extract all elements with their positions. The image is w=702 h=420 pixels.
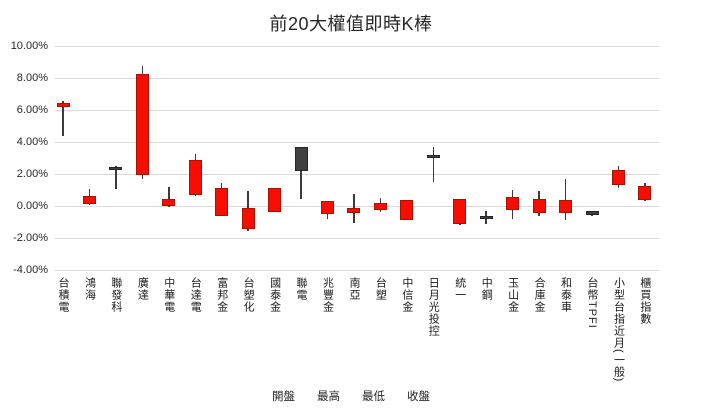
candle-body-台塑 <box>373 203 387 210</box>
gridline <box>55 77 659 79</box>
gridline <box>55 110 659 112</box>
candle-body-台積電 <box>56 103 70 108</box>
x-axis-label-日月光投控: 日月光投控 <box>427 277 440 337</box>
gridline <box>55 45 659 47</box>
candle-wick <box>62 100 64 137</box>
x-axis-label-統一: 統一 <box>453 277 466 301</box>
y-axis-tick-label: 2.00% <box>16 168 48 181</box>
x-axis-label-小型台指近月(一般): 小型台指近月(一般) <box>612 277 625 383</box>
candle-body-櫃買指數 <box>638 185 652 201</box>
x-axis-label-中信金: 中信金 <box>400 277 413 313</box>
gridline <box>55 238 659 240</box>
x-axis-label-和泰車: 和泰車 <box>559 277 572 313</box>
x-axis-label-台幣TPFI: 台幣TPFI <box>586 277 598 329</box>
candle-body-統一 <box>453 198 467 225</box>
gridline <box>55 206 659 208</box>
candle-body-聯電 <box>294 147 308 172</box>
candle-body-富邦金 <box>215 188 229 216</box>
x-axis-label-南亞: 南亞 <box>347 277 360 301</box>
candle-body-聯發科 <box>109 166 123 170</box>
candle-body-玉山金 <box>506 197 520 210</box>
legend-high: 最高 <box>317 391 340 403</box>
y-axis-tick-label: 0.00% <box>16 200 48 213</box>
chart-legend: 開盤 最高 最低 收盤 <box>0 388 702 404</box>
candle-body-鴻海 <box>82 196 96 205</box>
candle-body-合庫金 <box>532 198 546 214</box>
x-axis-label-台積電: 台積電 <box>57 277 69 313</box>
candle-body-兆豐金 <box>321 201 334 214</box>
legend-low: 最低 <box>362 391 385 403</box>
candle-wick <box>564 179 567 220</box>
candle-body-日月光投控 <box>426 154 440 158</box>
candle-body-廣達 <box>135 73 149 175</box>
x-axis-label-聯發科: 聯發科 <box>109 277 122 313</box>
x-axis-label-合庫金: 合庫金 <box>533 277 546 313</box>
x-axis-label-台達電: 台達電 <box>189 277 202 313</box>
gridline <box>55 174 659 176</box>
x-axis-label-台塑化: 台塑化 <box>242 277 255 313</box>
candle-body-中鋼 <box>479 216 493 220</box>
legend-close: 收盤 <box>407 391 430 403</box>
candle-body-南亞 <box>347 208 361 214</box>
candle-body-中華電 <box>162 198 176 206</box>
candle-wick <box>432 146 435 182</box>
candle-body-台塑化 <box>241 208 255 230</box>
candle-body-台幣TPFI <box>585 211 599 215</box>
gridline <box>55 142 659 144</box>
x-axis-label-鴻海: 鴻海 <box>83 277 96 301</box>
x-axis-label-廣達: 廣達 <box>136 277 149 301</box>
x-axis-label-富邦金: 富邦金 <box>215 277 228 313</box>
y-axis-tick-label: 6.00% <box>16 104 48 117</box>
x-axis-label-兆豐金: 兆豐金 <box>321 277 334 313</box>
candle-body-台達電 <box>188 160 202 196</box>
candle-body-小型台指近月(一般) <box>611 169 625 186</box>
x-axis-label-中華電: 中華電 <box>162 277 175 313</box>
y-axis-tick-label: 8.00% <box>16 71 48 84</box>
candle-body-國泰金 <box>268 188 282 213</box>
x-axis-label-國泰金: 國泰金 <box>268 277 281 313</box>
y-axis-tick-label: -2.00% <box>13 232 48 245</box>
x-axis-label-玉山金: 玉山金 <box>506 277 519 313</box>
candle-body-和泰車 <box>559 200 573 214</box>
y-axis-tick-label: 4.00% <box>16 136 48 149</box>
legend-open: 開盤 <box>272 391 295 403</box>
x-axis-label-聯電: 聯電 <box>295 277 308 301</box>
x-axis-label-台塑: 台塑 <box>374 277 387 301</box>
y-axis-tick-label: -4.00% <box>13 264 48 277</box>
x-axis-label-中鋼: 中鋼 <box>480 277 493 301</box>
candle-wick <box>168 186 170 207</box>
candle-wick <box>300 146 302 200</box>
x-axis-label-櫃買指數: 櫃買指數 <box>638 277 651 325</box>
y-axis-tick-label: 10.00% <box>10 39 48 52</box>
gridline <box>55 270 659 272</box>
chart-title: 前20大權值即時K棒 <box>269 14 433 34</box>
candle-wick <box>115 165 117 190</box>
candle-body-中信金 <box>400 200 414 220</box>
